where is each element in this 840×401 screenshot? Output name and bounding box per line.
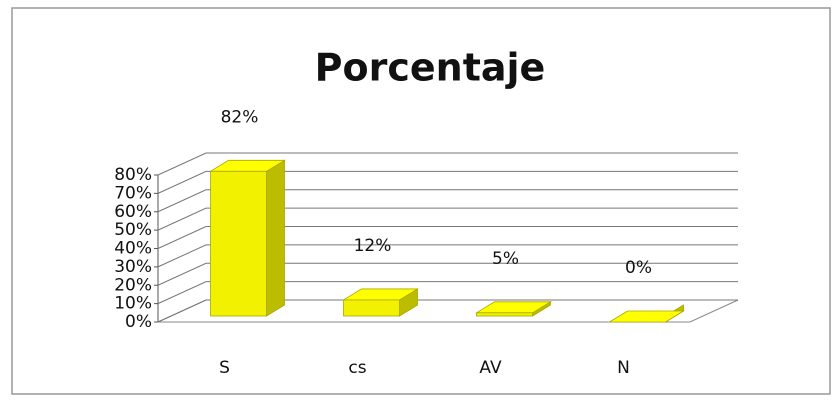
bar <box>209 159 286 317</box>
y-tick-label: 50% <box>114 220 152 240</box>
x-tick-label: cs <box>348 358 366 378</box>
y-tick-label: 80% <box>114 165 152 185</box>
x-tick-label: AV <box>479 358 502 378</box>
y-tick-label: 40% <box>114 239 152 259</box>
y-tick-label: 60% <box>114 202 152 222</box>
data-label: 82% <box>221 107 259 127</box>
x-tick-label: N <box>617 358 630 378</box>
chart-title: Porcentaje <box>315 46 546 90</box>
bar-side <box>266 159 285 317</box>
grid-line <box>157 226 738 249</box>
grid-line <box>157 152 738 176</box>
bar <box>475 301 552 317</box>
chart-frame <box>11 7 831 395</box>
grid-line <box>157 262 738 286</box>
x-tick-label: S <box>219 358 230 378</box>
bar <box>608 304 685 323</box>
grid-line <box>157 170 738 194</box>
y-tick-label: 70% <box>114 183 152 203</box>
y-tick-label: 30% <box>114 257 152 277</box>
grid-line <box>157 207 738 231</box>
y-tick-label: 0% <box>125 312 152 332</box>
grid-line <box>157 244 738 268</box>
bar-front <box>476 312 533 317</box>
bar-front <box>210 170 267 317</box>
y-tick-label: 20% <box>114 275 152 295</box>
y-tick-label: 10% <box>114 294 152 314</box>
grid-line <box>157 281 738 305</box>
bar-top <box>608 310 685 323</box>
bar-front <box>343 299 400 317</box>
data-label: 0% <box>625 258 652 278</box>
data-label: 5% <box>492 249 519 269</box>
grid-line <box>157 299 738 323</box>
data-label: 12% <box>354 236 392 256</box>
bar <box>342 288 419 317</box>
grid-line <box>157 189 738 213</box>
